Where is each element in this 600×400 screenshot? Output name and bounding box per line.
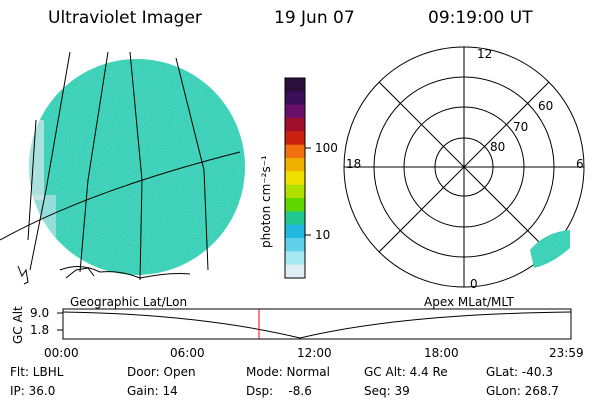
mlat-label-70: 70 xyxy=(513,120,529,134)
timeline-xtick-0000: 00:00 xyxy=(44,346,79,360)
timeline-xtick-2359: 23:59 xyxy=(549,346,584,360)
filter-info: Flt: LBHL xyxy=(10,365,64,379)
mlat-label-80: 80 xyxy=(490,140,506,154)
colorbar xyxy=(284,77,311,279)
mode-info: Mode: Normal xyxy=(246,365,330,379)
timeline-xtick-1200: 12:00 xyxy=(297,346,332,360)
colorbar-stop xyxy=(285,131,305,146)
lat-lon-grid xyxy=(0,51,241,281)
colorbar-stop xyxy=(285,211,305,226)
colorbar-stop xyxy=(285,78,305,92)
timeline-xtick-1800: 18:00 xyxy=(424,346,459,360)
mlt-label-6: 6 xyxy=(576,157,584,171)
mlt-label-12: 12 xyxy=(477,47,493,61)
timeline-ylabel: GC Alt xyxy=(11,306,25,344)
date-label: 19 Jun 07 xyxy=(274,8,355,28)
colorbar-stop xyxy=(285,144,305,159)
mlat-label-60: 60 xyxy=(538,99,554,113)
gain-info: Gain: 14 xyxy=(127,384,178,398)
colorbar-stop xyxy=(285,198,305,212)
glat-info: GLat: -40.3 xyxy=(486,365,553,379)
mlt-label-0: 0 xyxy=(470,277,478,291)
colorbar-stop xyxy=(285,264,305,279)
colorbar-stop xyxy=(285,158,305,172)
coastline xyxy=(17,265,95,285)
colorbar-stop xyxy=(285,91,305,106)
colorbar-stop xyxy=(285,171,305,186)
timeline-xtick-0600: 06:00 xyxy=(170,346,205,360)
timeline-ytick-top: 9.0 xyxy=(30,306,50,320)
mlt-label-18: 18 xyxy=(346,157,362,171)
geographic-label: Geographic Lat/Lon xyxy=(70,295,188,309)
colorbar-stop xyxy=(285,238,305,252)
colorbar-stop xyxy=(285,224,305,239)
dsp-info: Dsp: -8.6 xyxy=(246,384,312,398)
glon-info: GLon: 268.7 xyxy=(486,384,559,398)
colorbar-stop xyxy=(285,184,305,199)
seq-info: Seq: 39 xyxy=(364,384,410,398)
colorbar-stop xyxy=(285,251,305,266)
timeline-ytick-bottom: 1.8 xyxy=(30,323,50,337)
colorbar-tick-100: 100 xyxy=(315,141,338,155)
apex-label: Apex MLat/MLT xyxy=(424,295,514,309)
ip-info: IP: 36.0 xyxy=(10,384,56,398)
gc-alt-info: GC Alt: 4.4 Re xyxy=(364,365,448,379)
colorbar-stop xyxy=(285,118,305,132)
instrument-title: Ultraviolet Imager xyxy=(48,8,202,28)
time-label: 09:19:00 UT xyxy=(428,8,533,28)
door-info: Door: Open xyxy=(127,365,196,379)
aurora-fragment xyxy=(530,230,570,268)
colorbar-tick-10: 10 xyxy=(315,228,331,242)
colorbar-stop xyxy=(285,104,305,119)
